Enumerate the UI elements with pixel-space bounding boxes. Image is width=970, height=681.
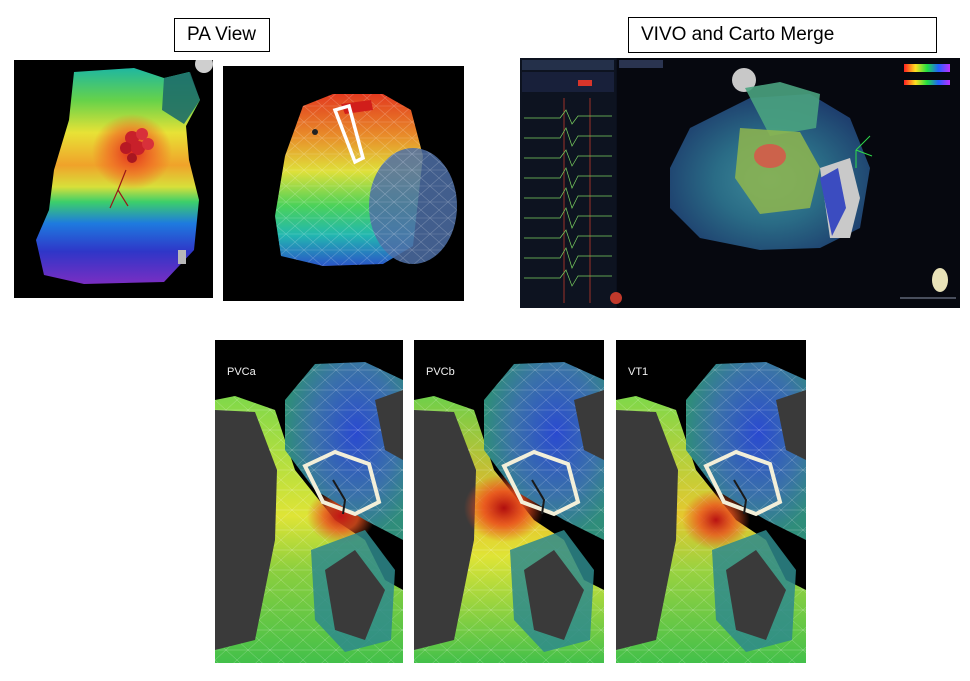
- vt1-label: VT1: [628, 366, 649, 378]
- vivo-carto-title: VIVO and Carto Merge: [628, 17, 937, 53]
- vivo-carto-screen: [520, 58, 960, 308]
- pa-view-activation-map: [14, 60, 213, 298]
- vivo-carto-title-text: VIVO and Carto Merge: [641, 24, 835, 45]
- pvca-panel: PVCa: [215, 340, 403, 663]
- pa-view-title: PA View: [174, 18, 270, 52]
- ablation-points: [120, 128, 154, 163]
- vt1-panel: VT1: [616, 340, 806, 663]
- pvcb-panel: PVCb: [414, 340, 604, 663]
- pvca-label: PVCa: [227, 366, 256, 378]
- pa-view-mesh-map: [223, 66, 464, 301]
- pvcb-label: PVCb: [426, 366, 455, 378]
- pa-view-title-text: PA View: [187, 24, 257, 45]
